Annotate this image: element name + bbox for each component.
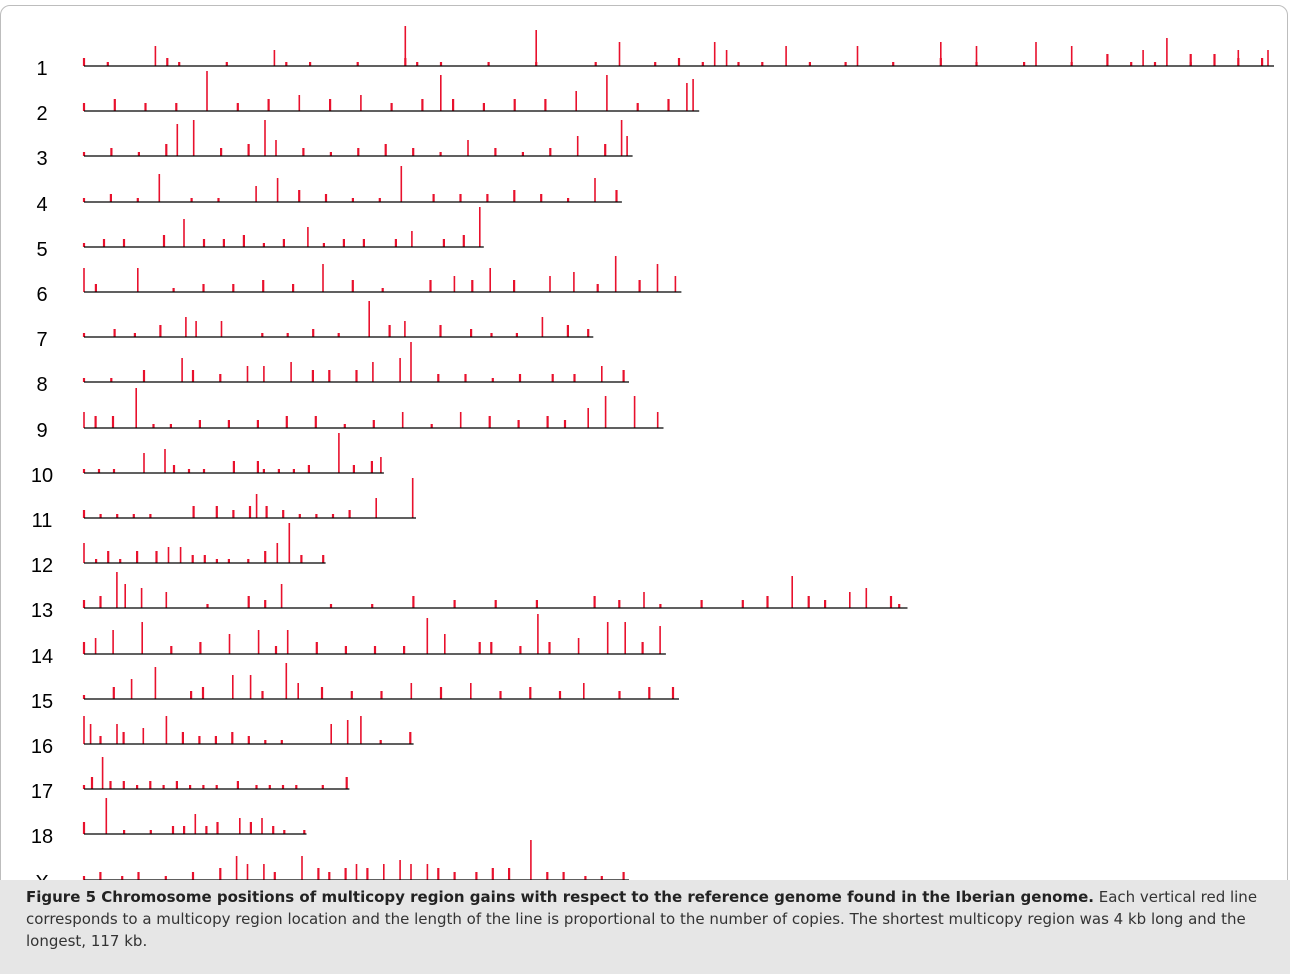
- chromosome-track-14: [82, 614, 666, 655]
- chromosome-chart: 123456789101112131415161718X: [31, 26, 1274, 890]
- chromosome-label-9: 9: [36, 420, 47, 442]
- caption-text: Each vertical red line corresponds to a …: [26, 888, 1258, 950]
- chromosome-label-16: 16: [31, 736, 53, 758]
- chromosome-label-12: 12: [31, 555, 53, 577]
- chromosome-label-3: 3: [36, 148, 47, 170]
- chromosome-track-1: [82, 26, 1274, 67]
- chromosome-label-5: 5: [36, 239, 47, 261]
- chromosome-track-12: [83, 523, 326, 564]
- chromosome-label-14: 14: [31, 646, 53, 668]
- chromosome-label-8: 8: [36, 374, 47, 396]
- chromosome-label-4: 4: [36, 194, 47, 216]
- chromosome-track-6: [83, 256, 682, 293]
- chromosome-track-18: [82, 798, 307, 835]
- chromosome-track-8: [82, 342, 629, 383]
- chromosome-track-7: [82, 301, 594, 338]
- chromosome-label-13: 13: [31, 600, 53, 622]
- chromosome-track-15: [82, 663, 679, 700]
- chromosome-label-17: 17: [31, 781, 53, 803]
- chromosome-label-2: 2: [36, 103, 47, 125]
- chromosome-track-2: [82, 71, 700, 112]
- caption-band: [0, 880, 1290, 974]
- chromosome-label-10: 10: [31, 465, 53, 487]
- chromosome-track-16: [83, 716, 414, 745]
- chromosome-track-13: [82, 572, 908, 609]
- chromosome-track-11: [82, 478, 416, 519]
- chromosome-track-3: [82, 120, 633, 157]
- chromosome-track-9: [83, 388, 664, 429]
- chromosome-track-X: [82, 840, 629, 881]
- figure-caption: Figure 5 Chromosome positions of multico…: [26, 886, 1276, 952]
- chromosome-track-4: [82, 166, 622, 203]
- chromosome-label-18: 18: [31, 826, 53, 848]
- chromosome-track-5: [82, 207, 484, 248]
- chromosome-label-1: 1: [36, 58, 47, 80]
- chromosome-label-15: 15: [31, 691, 53, 713]
- chromosome-track-10: [82, 433, 384, 474]
- chromosome-label-7: 7: [36, 329, 47, 351]
- chromosome-label-11: 11: [32, 510, 53, 532]
- caption-title: Figure 5 Chromosome positions of multico…: [26, 888, 1094, 906]
- chromosome-track-17: [82, 757, 350, 790]
- chromosome-label-6: 6: [36, 284, 47, 306]
